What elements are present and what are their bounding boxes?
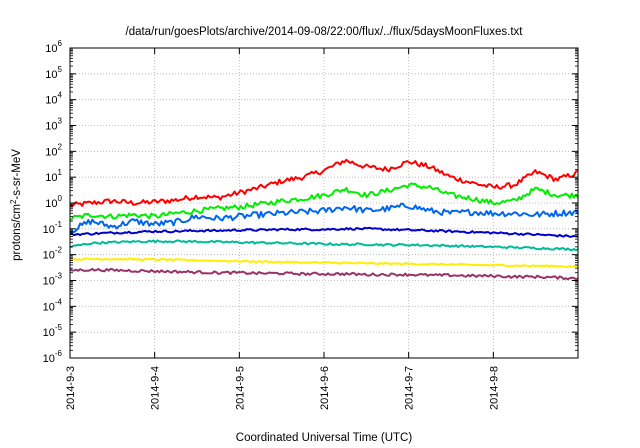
x-tick-label: 2014-9-5 bbox=[234, 366, 246, 410]
x-tick-label: 2014-9-3 bbox=[65, 366, 77, 410]
y-tick-label-base: 10 bbox=[43, 327, 55, 339]
tick-layer: 10-610-510-410-310-210-11001011021031041… bbox=[43, 39, 578, 410]
x-tick-label: 2014-9-4 bbox=[150, 366, 162, 410]
series-line-5 bbox=[69, 239, 579, 252]
y-tick-label-base: 10 bbox=[45, 146, 57, 158]
x-tick-label: 2014-9-6 bbox=[319, 366, 331, 410]
series-line-7 bbox=[69, 267, 579, 281]
y-tick-label: 102 bbox=[45, 142, 62, 158]
y-tick-label-base: 10 bbox=[43, 301, 55, 313]
x-tick-label: 2014-9-7 bbox=[404, 366, 416, 410]
y-axis-label-units: -s-sr-MeV bbox=[11, 149, 23, 200]
y-tick-label: 105 bbox=[45, 65, 62, 81]
y-tick-label-base: 10 bbox=[43, 224, 55, 236]
y-tick-label-exponent: 6 bbox=[58, 39, 63, 48]
y-tick-label: 10-1 bbox=[43, 220, 63, 236]
y-tick-label-exponent: -3 bbox=[55, 272, 63, 281]
series-line-6 bbox=[69, 257, 579, 268]
y-tick-label-base: 10 bbox=[45, 43, 57, 55]
y-tick-label-exponent: 5 bbox=[58, 65, 63, 74]
y-tick-label-base: 10 bbox=[45, 121, 57, 133]
series-line-1 bbox=[69, 158, 579, 208]
x-axis-label: Coordinated Universal Time (UTC) bbox=[236, 432, 413, 444]
x-tick-label: 2014-9-8 bbox=[488, 366, 500, 410]
y-tick-label-exponent: -5 bbox=[55, 323, 63, 332]
y-tick-label-base: 10 bbox=[43, 353, 55, 365]
y-tick-label-exponent: -4 bbox=[55, 297, 63, 306]
series-line-4 bbox=[69, 226, 579, 238]
y-tick-label: 10-2 bbox=[43, 246, 63, 262]
y-tick-label-base: 10 bbox=[45, 172, 57, 184]
y-tick-label-exponent: 3 bbox=[58, 117, 63, 126]
y-tick-label-exponent: -2 bbox=[55, 246, 63, 255]
y-tick-label-exponent: -6 bbox=[55, 349, 63, 358]
y-tick-label: 106 bbox=[45, 39, 62, 55]
y-tick-label-exponent: 4 bbox=[58, 91, 63, 100]
series-line-2 bbox=[69, 182, 579, 221]
y-tick-label-exponent: 1 bbox=[58, 168, 63, 177]
y-tick-label: 10-3 bbox=[43, 272, 63, 288]
y-axis-label-superscript: 2 bbox=[9, 199, 18, 204]
y-tick-label: 100 bbox=[45, 194, 62, 210]
y-tick-label-exponent: -1 bbox=[55, 220, 63, 229]
y-tick-label-exponent: 2 bbox=[58, 142, 63, 151]
y-tick-label-base: 10 bbox=[43, 276, 55, 288]
y-tick-label: 103 bbox=[45, 117, 62, 133]
y-tick-label: 10-4 bbox=[43, 297, 63, 313]
y-tick-label-exponent: 0 bbox=[58, 194, 63, 203]
series-layer bbox=[69, 158, 579, 281]
series-line-3 bbox=[69, 202, 579, 234]
chart-title: /data/run/goesPlots/archive/2014-09-08/2… bbox=[126, 26, 524, 38]
y-tick-label: 104 bbox=[45, 91, 62, 107]
y-tick-label: 10-6 bbox=[43, 349, 63, 365]
grid-layer bbox=[70, 48, 578, 358]
y-tick-label: 10-5 bbox=[43, 323, 63, 339]
y-axis-label-main: protons/cm bbox=[11, 204, 23, 261]
y-axis-label: protons/cm2-s-sr-MeV bbox=[9, 149, 24, 261]
y-tick-label: 101 bbox=[45, 168, 62, 184]
y-tick-label-base: 10 bbox=[45, 69, 57, 81]
y-tick-label-base: 10 bbox=[43, 250, 55, 262]
y-tick-label-base: 10 bbox=[45, 95, 57, 107]
y-tick-label-base: 10 bbox=[45, 198, 57, 210]
